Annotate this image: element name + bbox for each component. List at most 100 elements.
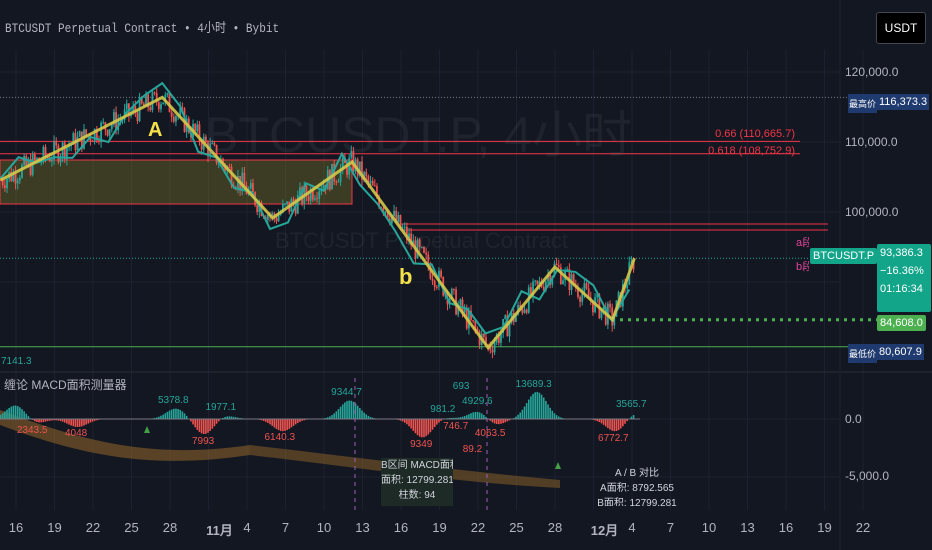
macd-bar <box>38 419 40 423</box>
macd-bar <box>350 400 353 419</box>
macd-bar <box>10 406 13 419</box>
macd-bar <box>527 399 530 419</box>
candle <box>337 181 340 183</box>
macd-bar <box>179 409 182 419</box>
macd-bar <box>500 419 502 424</box>
watermark-symbol: BTCUSDT.P, 4小时 <box>205 107 632 163</box>
macd-bar <box>160 415 162 419</box>
candle <box>175 116 177 122</box>
macd-bar <box>237 417 239 419</box>
macd-bar <box>626 419 628 422</box>
macd-value-label: 9344.7 <box>331 387 362 399</box>
macd-bar <box>532 393 534 419</box>
macd-bar <box>613 419 616 432</box>
candle <box>172 116 175 122</box>
candle <box>530 287 532 297</box>
candle <box>142 103 145 107</box>
candle <box>309 188 312 201</box>
macd-bar <box>279 419 282 431</box>
macd-bar <box>4 411 6 419</box>
candle <box>405 226 408 241</box>
candle <box>42 147 45 162</box>
candle <box>420 246 423 248</box>
macd-value-label: 4929.6 <box>462 396 493 408</box>
macd-bar <box>331 415 333 419</box>
macd-bar <box>339 406 342 419</box>
candle <box>277 214 280 222</box>
candle <box>266 214 269 221</box>
candle <box>78 131 81 137</box>
macd-bar <box>630 416 633 419</box>
candle <box>397 215 400 223</box>
candle <box>1 180 4 186</box>
candle <box>358 161 361 176</box>
candle <box>557 265 560 268</box>
macd-bar <box>6 409 8 419</box>
macd-bar <box>235 417 237 419</box>
macd-bar <box>228 416 231 419</box>
macd-bar <box>14 405 17 419</box>
candle <box>431 278 434 281</box>
a-seg-label: a段下跌比率: 0.866 <box>796 237 809 249</box>
macd-bar <box>239 417 241 419</box>
candle <box>249 183 252 189</box>
candle <box>476 328 479 332</box>
macd-bar <box>542 397 545 419</box>
macd-bar <box>344 402 346 419</box>
candle <box>76 136 79 151</box>
candle <box>538 281 541 284</box>
macd-bar <box>66 419 68 424</box>
candle <box>21 164 23 178</box>
candle <box>196 124 199 132</box>
low-label: 最低价 <box>848 344 877 363</box>
b-box-title: B区间 MACD面积 <box>381 460 453 471</box>
macd-bar <box>16 406 19 419</box>
indicator-name[interactable]: 缠论 MACD面积测量器 <box>4 378 127 392</box>
macd-bar <box>192 419 194 425</box>
b-box-count: 柱数: 94 <box>398 490 436 501</box>
candle <box>482 333 485 338</box>
macd-bar <box>596 419 598 422</box>
macd-bar <box>301 419 303 421</box>
candle <box>453 288 455 290</box>
candle <box>296 195 299 214</box>
macd-bar <box>202 419 205 435</box>
macd-bar <box>175 408 177 419</box>
macd-bar <box>333 413 335 419</box>
macd-bar <box>78 419 81 427</box>
currency-button[interactable]: USDT <box>876 12 926 44</box>
candle <box>252 183 254 193</box>
candle <box>410 233 413 246</box>
time-tick: 11月 <box>206 523 233 538</box>
macd-bar <box>440 419 442 421</box>
candle <box>472 320 475 322</box>
macd-bar <box>545 400 547 419</box>
macd-bar <box>162 414 164 419</box>
macd-bar <box>288 419 291 429</box>
candle <box>311 188 314 200</box>
macd-bar <box>463 416 466 419</box>
macd-bar <box>164 413 167 419</box>
macd-bar <box>455 417 457 419</box>
time-tick: 7 <box>281 520 290 535</box>
candle <box>204 136 207 143</box>
candle <box>585 283 588 289</box>
macd-bar <box>63 419 66 423</box>
candle <box>341 157 344 169</box>
macd-bar <box>421 419 423 438</box>
candle <box>393 210 395 217</box>
price-tick: 100,000.0 <box>845 205 899 219</box>
macd-bar <box>406 419 408 425</box>
candle <box>579 296 581 302</box>
price-tick: 120,000.0 <box>845 65 899 79</box>
macd-bar <box>508 419 511 421</box>
macd-bar <box>89 419 92 423</box>
candle <box>149 107 152 111</box>
macd-bar <box>423 419 425 438</box>
candle <box>523 309 526 313</box>
candle <box>132 106 135 112</box>
time-tick: 4 <box>243 520 251 535</box>
macd-bar <box>275 419 278 429</box>
time-tick: 19 <box>432 520 447 535</box>
